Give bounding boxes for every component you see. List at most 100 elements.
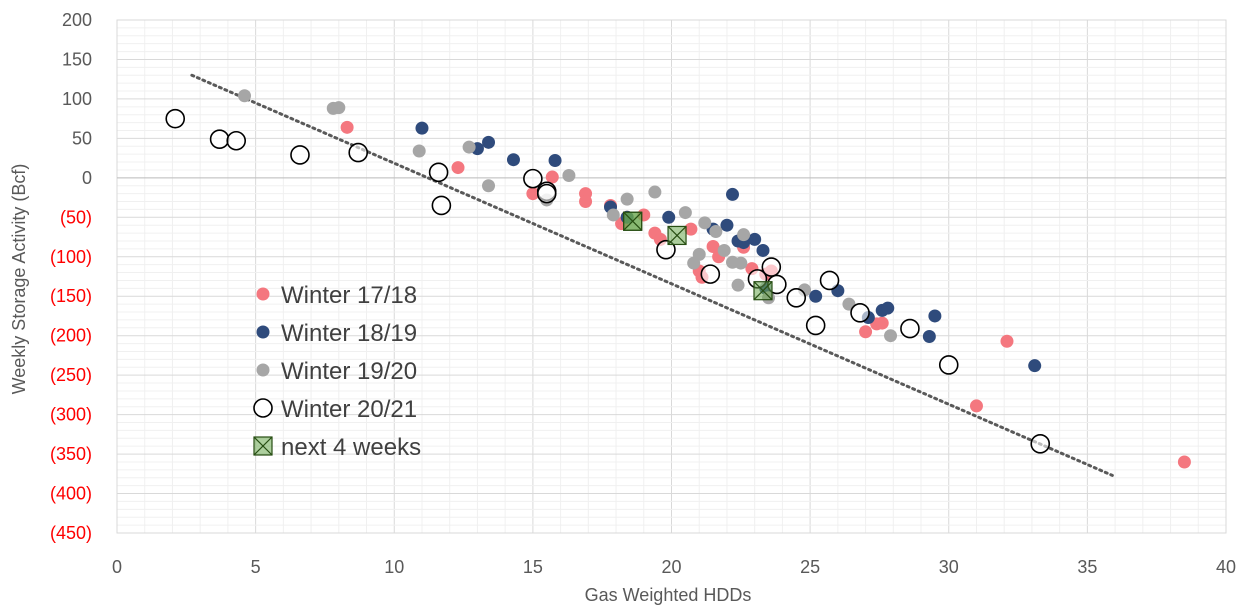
legend-item: next 4 weeks — [253, 434, 421, 461]
series-4 — [623, 211, 773, 301]
x-tick-label: 5 — [251, 557, 261, 577]
x-tick-label: 35 — [1077, 557, 1097, 577]
y-tick-label: (450) — [50, 523, 92, 543]
legend-label: Winter 18/19 — [281, 320, 417, 347]
data-point — [1030, 434, 1051, 454]
data-point — [698, 216, 712, 230]
data-point — [482, 135, 496, 149]
data-point — [451, 161, 465, 175]
data-point — [482, 179, 496, 193]
data-point — [579, 195, 593, 209]
data-point — [238, 89, 252, 103]
data-point — [1000, 334, 1014, 348]
data-point — [850, 303, 870, 323]
legend: Winter 17/18 Winter 18/19 Winter 19/20 Wint… — [253, 282, 421, 461]
data-point — [209, 129, 230, 149]
data-point — [809, 289, 823, 303]
y-tick-label: 50 — [72, 128, 92, 148]
data-point — [875, 316, 889, 330]
data-point — [415, 121, 429, 135]
y-tick-label: 100 — [62, 89, 92, 109]
data-point — [165, 108, 186, 129]
data-point — [667, 225, 687, 246]
data-point — [706, 240, 720, 254]
data-point — [805, 315, 826, 336]
tick-labels: 0 5 10 15 20 25 30 35 40 200 150 100 50 0 (50) (100) (15… — [50, 10, 1236, 577]
data-point — [548, 153, 562, 167]
data-point — [648, 185, 662, 199]
data-points — [165, 89, 1191, 469]
x-tick-label: 30 — [939, 557, 959, 577]
x-tick-label: 10 — [384, 557, 404, 577]
y-tick-label: (200) — [50, 326, 92, 346]
data-point — [606, 208, 620, 222]
data-point — [737, 228, 751, 242]
data-point — [884, 329, 898, 343]
y-tick-label: (100) — [50, 247, 92, 267]
data-point — [859, 325, 873, 339]
data-point — [290, 145, 310, 165]
data-point — [1177, 455, 1191, 469]
data-point — [620, 192, 634, 206]
x-tick-label: 25 — [800, 557, 820, 577]
y-tick-label: 200 — [62, 10, 92, 30]
legend-item: Winter 17/18 — [256, 282, 417, 309]
legend-label: next 4 weeks — [281, 434, 421, 461]
data-point — [431, 195, 452, 216]
legend-item: Winter 20/21 — [253, 396, 417, 423]
legend-marker — [253, 436, 273, 456]
legend-marker — [256, 325, 270, 339]
y-tick-label: (400) — [50, 484, 92, 504]
data-point — [226, 130, 247, 151]
data-point — [786, 288, 807, 308]
y-tick-label: (250) — [50, 365, 92, 385]
y-tick-label: (350) — [50, 444, 92, 464]
x-tick-label: 0 — [112, 557, 122, 577]
axes — [116, 19, 1227, 534]
data-point — [562, 168, 576, 182]
data-point — [819, 270, 840, 291]
trendline — [190, 73, 1114, 477]
data-point — [928, 309, 942, 323]
data-point — [725, 187, 739, 201]
data-point — [678, 206, 692, 220]
data-point — [969, 399, 983, 413]
x-tick-label: 15 — [523, 557, 543, 577]
y-tick-label: (150) — [50, 286, 92, 306]
grid — [116, 19, 1227, 534]
data-point — [428, 162, 449, 183]
data-point — [761, 257, 782, 277]
data-point — [900, 318, 920, 339]
data-point — [717, 243, 731, 257]
plot-area-border — [116, 19, 1227, 534]
y-tick-label: (300) — [50, 405, 92, 425]
y-axis-title: Weekly Storage Activity (Bcf) — [9, 164, 29, 395]
legend-label: Winter 19/20 — [281, 358, 417, 385]
data-point — [526, 187, 540, 201]
data-point — [545, 170, 559, 184]
data-point — [753, 281, 773, 301]
legend-label: Winter 17/18 — [281, 282, 417, 309]
data-point — [734, 256, 748, 270]
data-point — [462, 140, 476, 154]
data-point — [506, 153, 520, 167]
data-point — [523, 168, 543, 189]
x-tick-label: 40 — [1216, 557, 1236, 577]
data-point — [536, 183, 557, 204]
y-tick-label: 0 — [82, 168, 92, 188]
data-point — [1028, 359, 1042, 373]
data-point — [922, 329, 936, 343]
data-point — [662, 210, 676, 224]
legend-marker — [256, 363, 270, 377]
data-point — [700, 264, 721, 284]
legend-label: Winter 20/21 — [281, 396, 417, 423]
x-tick-label: 20 — [661, 557, 681, 577]
data-point — [756, 243, 770, 257]
y-tick-label: 150 — [62, 49, 92, 69]
legend-marker — [253, 398, 273, 418]
data-point — [731, 278, 745, 292]
data-point — [656, 239, 676, 260]
data-point — [412, 144, 426, 158]
data-point — [748, 232, 762, 246]
